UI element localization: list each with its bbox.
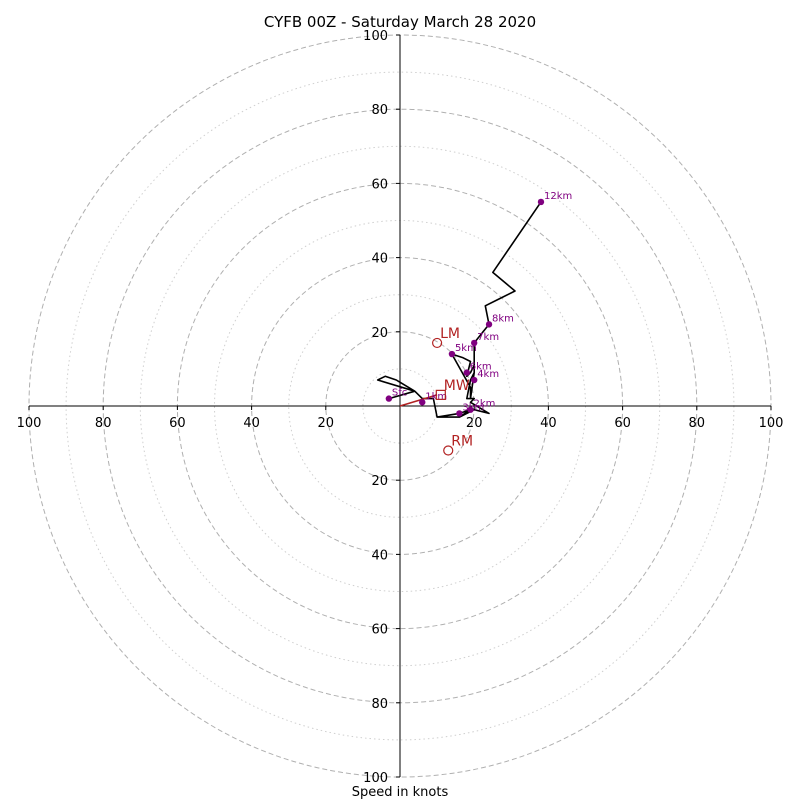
tick-labels: 100 80 60 40 20 20 20 20 40 40 40 60 60 60 80 80 80 100 10…: [17, 29, 784, 786]
tick-label-up-2: 60: [371, 177, 388, 192]
tick-label-down-2: 60: [371, 623, 388, 638]
height-point-7km: [471, 339, 478, 347]
height-point-4km: [471, 376, 478, 384]
tick-label-left-3: 40: [243, 416, 260, 431]
mean-wind-vector: [399, 394, 438, 407]
shear-vector: [399, 394, 438, 407]
hodograph-line: [376, 201, 542, 418]
tick-label-down-0: 20: [371, 474, 388, 489]
height-label-3km: 3km: [462, 402, 484, 413]
tick-label-left-1: 80: [95, 416, 112, 431]
height-point-8km: [485, 321, 493, 328]
hodograph-trace: [376, 201, 542, 418]
height-label-7km: 7km: [477, 332, 499, 343]
motion-label-LM: LM: [440, 326, 460, 342]
height-label-2km: 2km: [473, 399, 495, 410]
height-label-5km: 5km: [455, 343, 477, 354]
tick-label-left-4: 20: [318, 416, 335, 431]
tick-label-down-4: 100: [363, 771, 388, 786]
height-point-Sfc: [385, 395, 393, 402]
tick-label-left-0: 100: [17, 416, 42, 431]
tick-label-up-0: 20: [371, 326, 388, 341]
tick-label-up-1: 40: [371, 252, 388, 267]
tick-label-right-4: 100: [759, 416, 784, 431]
motion-marker-RM: [443, 445, 454, 456]
height-point-1km: [419, 399, 426, 406]
motion-marker-MW: [435, 389, 446, 400]
height-point-12km: [537, 198, 545, 206]
height-label-6km: 6km: [470, 362, 492, 373]
tick-label-left-2: 60: [169, 416, 186, 431]
height-label-4km: 4km: [477, 369, 499, 380]
height-point-5km: [448, 350, 456, 358]
tick-label-down-3: 80: [371, 697, 388, 712]
motion-label-RM: RM: [451, 434, 473, 450]
height-point-3km: [456, 410, 463, 417]
tick-label-up-4: 100: [363, 29, 388, 44]
chart-title: CYFB 00Z - Saturday March 28 2020: [264, 13, 536, 31]
height-point-2km: [467, 406, 474, 413]
motion-marker-LM: [432, 337, 443, 349]
tick-label-right-1: 40: [540, 416, 557, 431]
tick-label-right-2: 60: [614, 416, 631, 431]
tick-label-right-3: 80: [689, 416, 706, 431]
height-label-12km: 12km: [544, 191, 572, 202]
motion-label-MW: MW: [444, 378, 470, 394]
height-point-6km: [463, 369, 470, 376]
height-label-Sfc: Sfc: [392, 388, 407, 399]
x-axis-label: Speed in knots: [352, 785, 449, 800]
tick-label-right-0: 20: [466, 416, 483, 431]
tick-label-up-3: 80: [371, 103, 388, 118]
storm-motions: LM MW RM: [432, 326, 473, 456]
height-label-8km: 8km: [492, 313, 514, 324]
tick-label-down-1: 40: [371, 548, 388, 563]
